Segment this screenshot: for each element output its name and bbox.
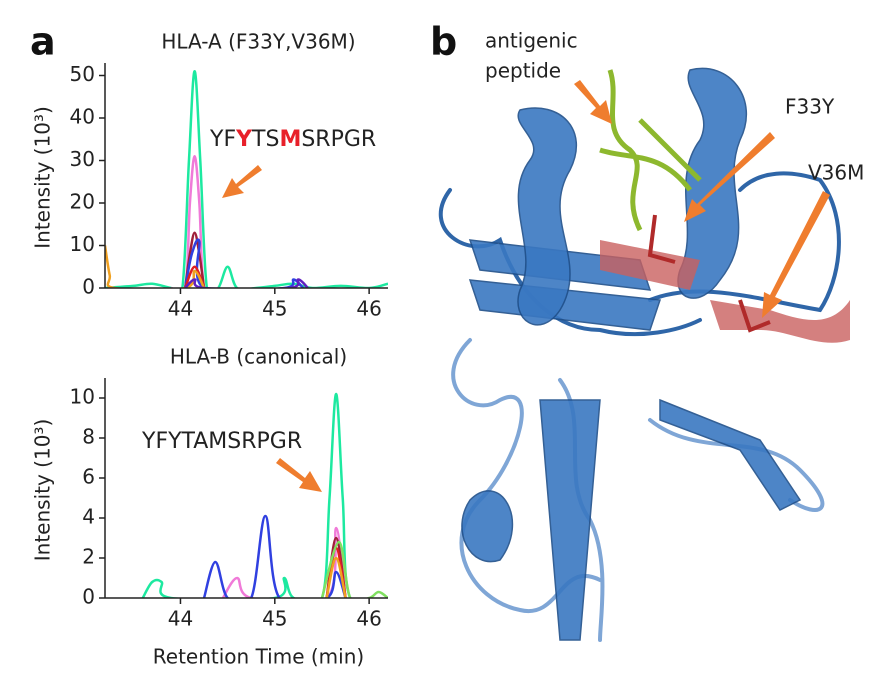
annotation-part: Y [235,127,253,152]
helix [461,490,514,563]
y-tick-label: 50 [70,62,95,86]
helix [677,67,747,299]
chart-title: HLA-A (F33Y,V36M) [161,30,355,54]
strand [659,398,802,511]
trace [325,556,347,598]
trace [320,540,388,598]
trace [105,245,206,288]
annotation-part: M [279,127,301,152]
arrows-a [222,165,322,492]
arrow [684,132,775,222]
plot-area [105,70,388,288]
x-tick-label: 45 [262,607,287,631]
side-chain [647,214,771,333]
mutation-region [600,240,850,343]
y-tick-label: 30 [70,147,95,171]
helix [517,107,577,326]
trace [184,278,309,288]
structure-label: peptide [485,59,561,83]
annotation-part: SRPGR [301,127,376,152]
structure-label: F33Y [785,95,835,119]
plot-area [141,392,388,598]
y-tick-label: 0 [82,585,95,609]
y-tick-label: 8 [82,425,95,449]
peptide [599,69,702,232]
y-tick-label: 4 [82,505,95,529]
panel-label: a [30,20,56,64]
y-tick-label: 6 [82,465,95,489]
annotation-part: YFYTAMSRPGR [141,429,302,454]
strand [468,279,662,331]
panel-label: b [430,20,457,64]
chart-title: HLA-B (canonical) [170,345,347,369]
x-tick-label: 46 [356,297,381,321]
trace [202,514,347,598]
x-tick-label: 45 [262,297,287,321]
y-tick-label: 40 [70,105,95,129]
annotation-part: TS [251,127,279,152]
y-tick-label: 0 [82,275,95,299]
y-axis-label: Intensity (10³) [31,106,55,248]
strand [539,399,601,641]
annotation: YFYTSMSRPGR [209,127,376,152]
trace [183,238,305,288]
y-tick-label: 20 [70,190,95,214]
arrow [574,80,612,124]
trace [105,70,388,288]
arrow [762,191,830,318]
trace [141,392,388,598]
y-tick-label: 10 [70,385,95,409]
y-tick-label: 2 [82,545,95,569]
structure-label: V36M [808,161,864,185]
annotation-part: YF [209,127,236,152]
arrow [276,458,322,492]
protein-structure [438,67,850,642]
structure-label: antigenic [485,29,578,53]
x-axis-label: Retention Time (min) [153,645,364,669]
x-tick-label: 46 [356,607,381,631]
trace [221,526,347,598]
x-tick-label: 44 [168,297,193,321]
y-tick-label: 10 [70,232,95,256]
annotation: YFYTAMSRPGR [141,429,302,454]
y-axis-label: Intensity (10³) [31,419,55,561]
x-tick-label: 44 [168,607,193,631]
arrow [222,165,262,198]
